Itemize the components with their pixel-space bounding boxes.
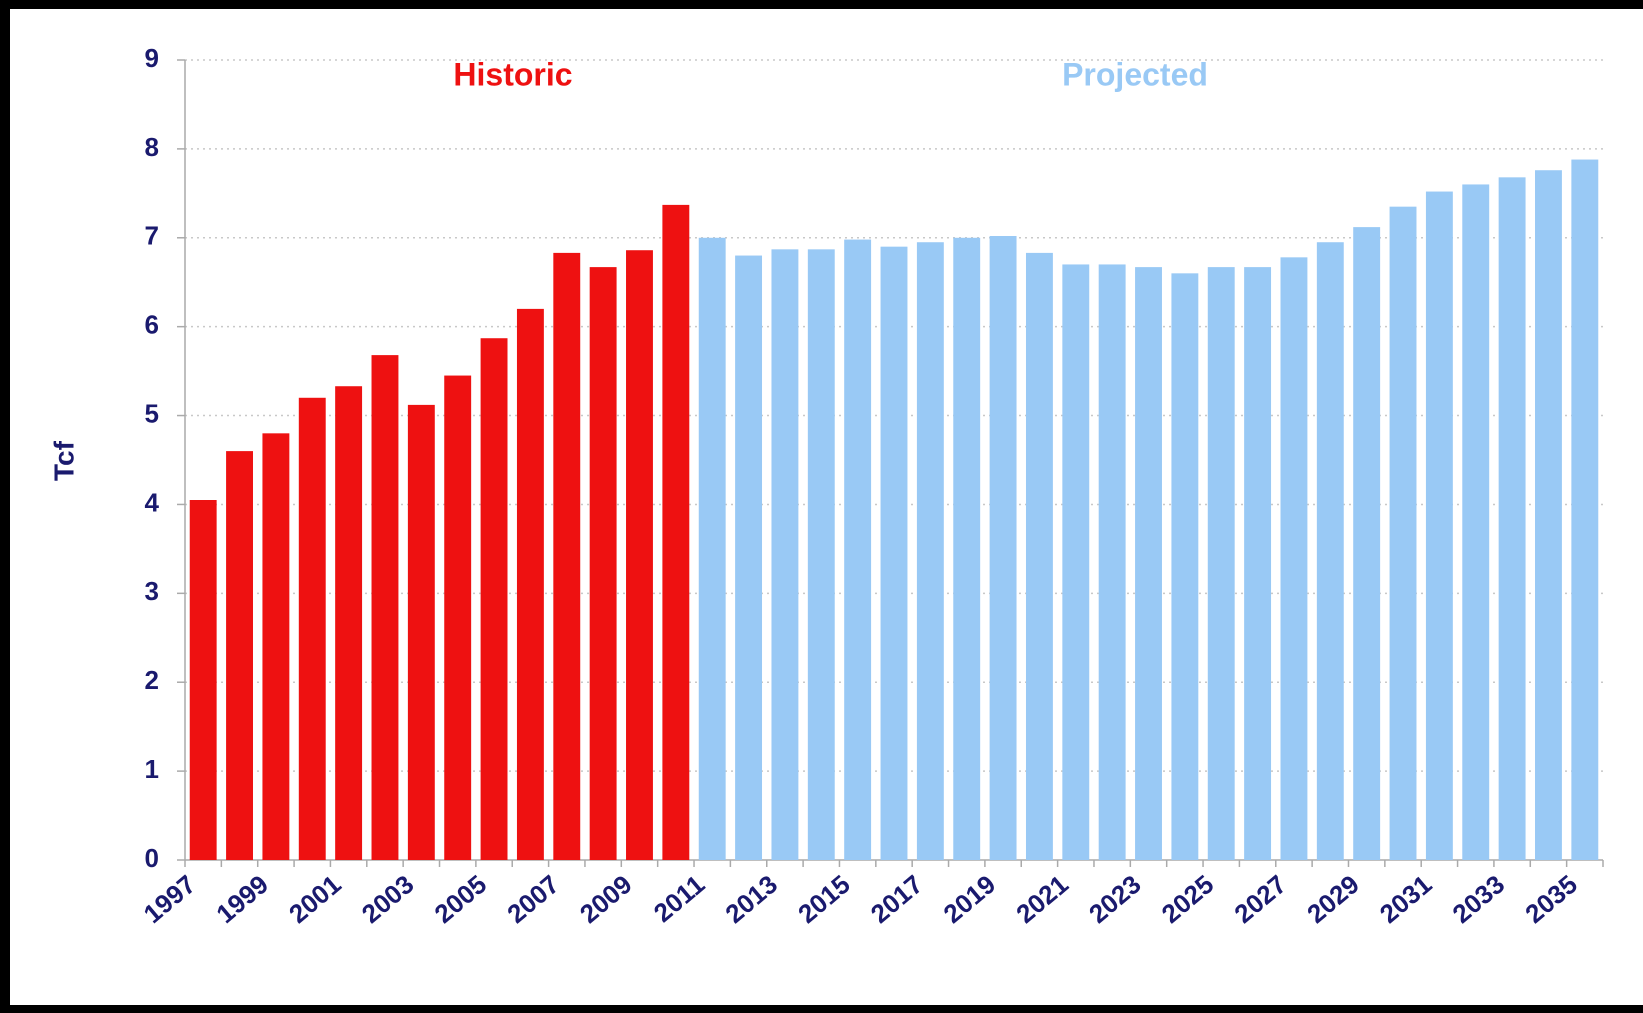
y-tick-label: 4 [145,487,160,517]
y-tick-label: 3 [145,576,159,606]
bar [1498,177,1526,861]
bar [844,239,872,861]
bar [735,255,763,861]
bar [1062,264,1090,860]
bar [226,451,253,860]
bar [335,386,363,860]
bar [1462,184,1490,860]
y-tick-label: 0 [145,843,159,873]
bar [1098,264,1126,860]
bar [516,308,544,860]
bar [880,246,908,860]
bar [371,355,399,860]
y-tick-label: 8 [145,132,159,162]
y-tick-label: 7 [145,221,159,251]
bar [444,375,472,860]
y-tick-label: 1 [145,754,159,784]
bar [480,338,508,860]
bar [553,252,581,860]
bar [953,237,981,860]
bar [698,237,726,860]
bar [1025,252,1053,860]
bar [1316,242,1344,860]
bar [298,397,326,860]
bar [1425,191,1453,861]
y-axis-label: Tcf [48,440,79,481]
bar [1207,267,1235,861]
bar [407,404,435,860]
bar [807,249,835,861]
bar [1171,273,1199,860]
bar [989,236,1017,860]
bar [1244,267,1272,861]
y-tick-label: 2 [145,665,159,695]
annotation: Projected [1062,56,1208,92]
y-tick-label: 6 [145,310,159,340]
bar [1389,206,1417,860]
bar [189,500,217,860]
bar [589,267,617,861]
bar [262,433,290,860]
bar [1135,267,1162,861]
annotation: Historic [453,56,572,92]
bar [662,204,690,860]
bar [1535,170,1562,860]
bar [771,249,799,861]
bar [1353,227,1381,861]
bar [916,242,944,860]
bar [1280,257,1308,860]
y-tick-label: 5 [145,398,159,428]
bar [1571,159,1599,861]
y-tick-label: 9 [145,43,159,73]
bar [626,250,653,860]
